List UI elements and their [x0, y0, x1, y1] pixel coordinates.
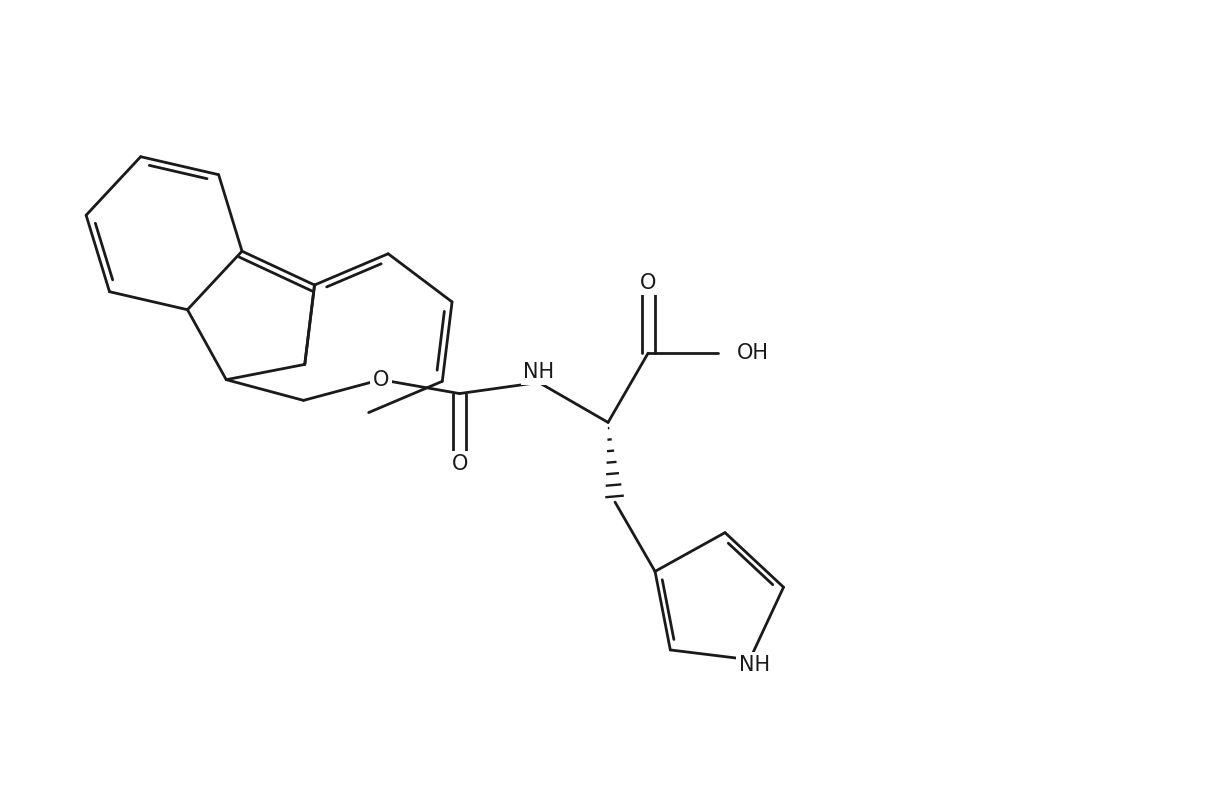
Text: O: O	[372, 369, 389, 389]
Text: O: O	[640, 273, 656, 293]
Text: OH: OH	[737, 343, 769, 363]
Text: O: O	[452, 454, 468, 474]
Text: NH: NH	[739, 654, 770, 674]
Text: NH: NH	[523, 362, 554, 382]
